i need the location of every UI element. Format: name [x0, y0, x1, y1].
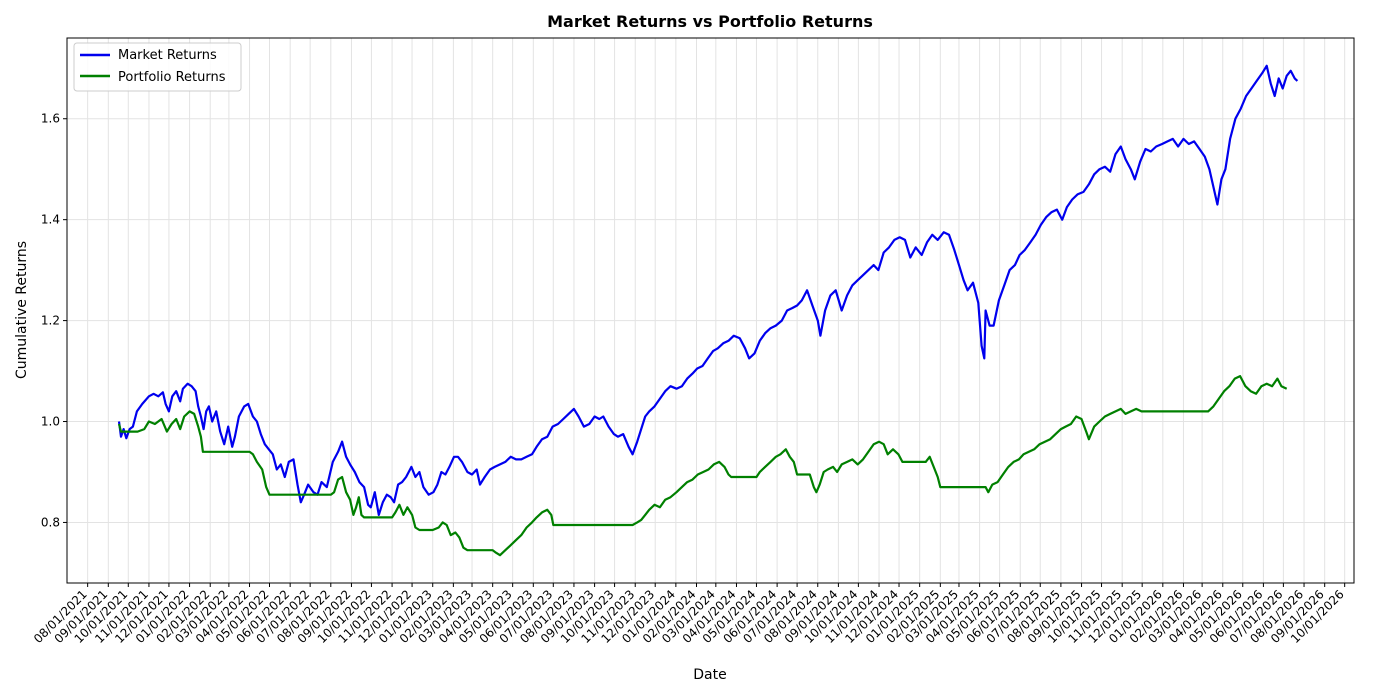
series-line-market-returns	[117, 64, 1299, 516]
legend-label-portfolio: Portfolio Returns	[118, 70, 226, 85]
y-axis-ticks: 0.8 1.0 1.2 1.4 1.6	[41, 112, 67, 529]
series-line-portfolio-returns	[117, 375, 1288, 557]
legend-label-market: Market Returns	[118, 48, 217, 63]
y-tick-label: 1.4	[41, 213, 60, 227]
y-axis-label: Cumulative Returns	[14, 241, 30, 379]
y-tick-label: 1.0	[41, 415, 60, 429]
y-tick-label: 0.8	[41, 515, 60, 529]
x-axis-label: Date	[693, 667, 726, 683]
series-layer	[117, 64, 1299, 557]
plot-area-frame	[66, 37, 1355, 584]
x-axis-ticks: 08/01/202109/01/202110/01/202111/01/2021…	[31, 583, 1347, 646]
chart-title: Market Returns vs Portfolio Returns	[547, 12, 873, 31]
legend-box	[73, 42, 242, 92]
legend: Market Returns Portfolio Returns	[73, 42, 242, 92]
y-tick-label: 1.6	[41, 112, 60, 126]
y-tick-label: 1.2	[41, 314, 60, 328]
